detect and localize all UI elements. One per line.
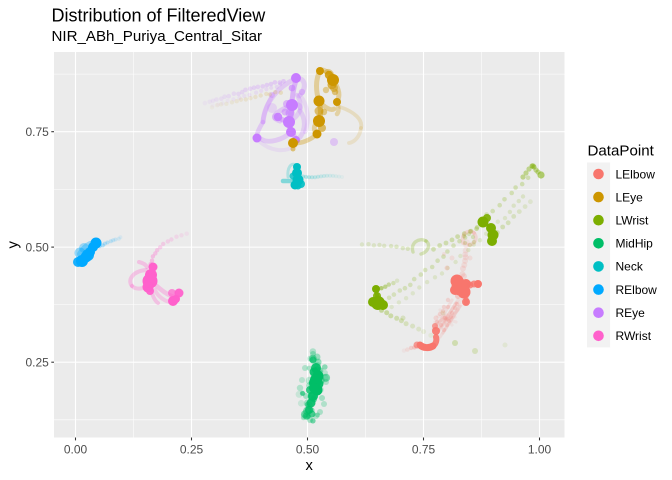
svg-text:REye: REye xyxy=(616,306,646,320)
svg-text:RElbow: RElbow xyxy=(616,283,658,297)
svg-text:0.75: 0.75 xyxy=(25,125,49,139)
svg-text:DataPoint: DataPoint xyxy=(588,143,655,160)
svg-text:x: x xyxy=(306,458,314,474)
svg-text:MidHip: MidHip xyxy=(616,237,654,251)
svg-text:1.00: 1.00 xyxy=(528,442,552,456)
svg-text:0.75: 0.75 xyxy=(412,442,436,456)
svg-text:Neck: Neck xyxy=(616,260,644,274)
svg-text:0.50: 0.50 xyxy=(296,442,320,456)
svg-text:0.25: 0.25 xyxy=(180,442,204,456)
svg-text:RWrist: RWrist xyxy=(616,329,652,343)
svg-text:NIR_ABh_Puriya_Central_Sitar: NIR_ABh_Puriya_Central_Sitar xyxy=(52,28,263,45)
svg-text:LElbow: LElbow xyxy=(616,167,656,181)
svg-text:0.50: 0.50 xyxy=(25,241,49,255)
svg-text:0.00: 0.00 xyxy=(64,442,88,456)
svg-text:y: y xyxy=(6,240,22,248)
svg-text:LEye: LEye xyxy=(616,190,644,204)
svg-text:Distribution of FilteredView: Distribution of FilteredView xyxy=(52,6,267,26)
svg-text:LWrist: LWrist xyxy=(616,214,650,228)
svg-text:0.25: 0.25 xyxy=(25,356,49,370)
